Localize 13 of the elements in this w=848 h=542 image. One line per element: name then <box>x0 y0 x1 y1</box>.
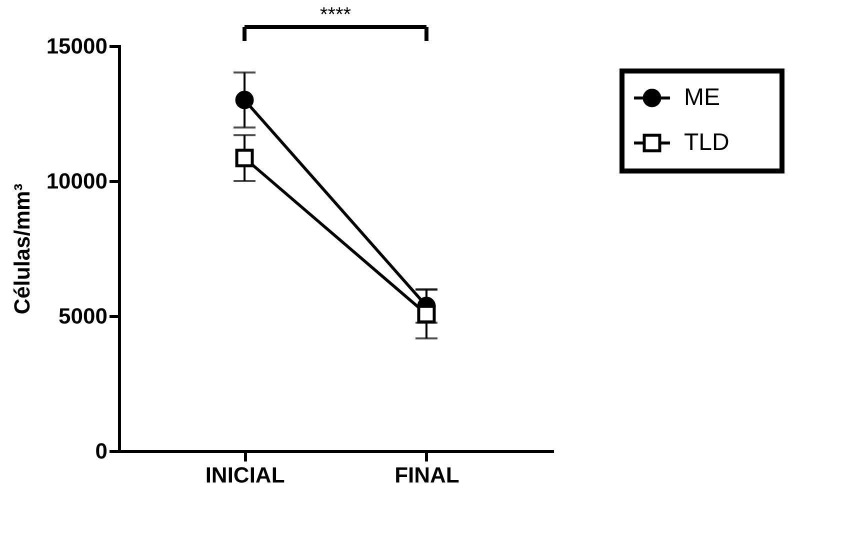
y-axis-title: Células/mm³ <box>9 184 34 314</box>
x-tick-label: INICIAL <box>205 462 285 488</box>
text: **** <box>320 4 352 26</box>
y-tick-label: 5000 <box>58 304 108 328</box>
y-tick-label: 0 <box>95 438 108 464</box>
x-tick-label: FINAL <box>394 462 460 488</box>
legend-label: TLD <box>684 129 730 156</box>
point <box>235 148 254 168</box>
point <box>417 304 436 324</box>
y-tick-label: 10000 <box>46 168 108 194</box>
legend-label: ME <box>684 84 720 111</box>
y-tick-label: 15000 <box>46 34 108 58</box>
point <box>235 90 254 110</box>
